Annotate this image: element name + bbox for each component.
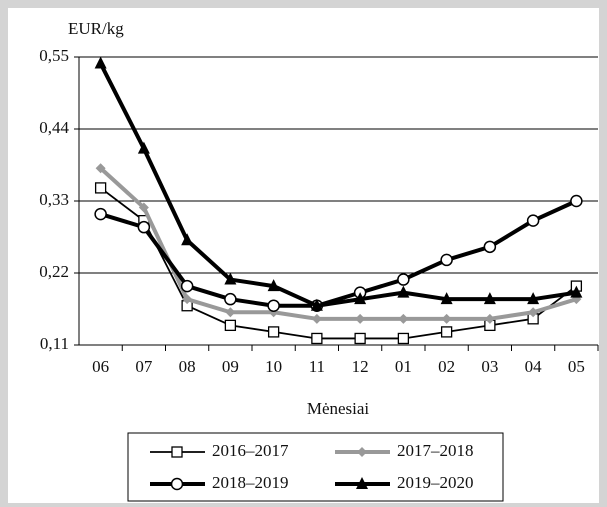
marker	[225, 307, 236, 318]
marker	[354, 292, 367, 305]
marker	[180, 279, 194, 293]
marker	[397, 332, 410, 345]
marker	[397, 285, 410, 298]
y-tick-label: 0,22	[39, 262, 69, 281]
marker	[224, 272, 237, 285]
marker	[528, 307, 539, 318]
x-tick-label: 12	[352, 357, 369, 376]
legend-label: 2017–2018	[397, 441, 474, 460]
x-axis-title: Mėnesiai	[307, 399, 370, 418]
y-tick-label: 0,55	[39, 46, 69, 65]
marker	[398, 313, 409, 324]
marker	[441, 313, 452, 324]
x-tick-label: 08	[179, 357, 196, 376]
legend-marker	[170, 477, 184, 491]
marker	[570, 285, 583, 298]
legend-marker	[171, 446, 183, 458]
marker	[440, 253, 453, 267]
x-tick-label: 09	[222, 357, 239, 376]
marker	[267, 326, 280, 338]
marker	[483, 240, 497, 254]
marker	[181, 233, 194, 246]
legend-label: 2019–2020	[397, 473, 474, 492]
marker	[95, 163, 106, 174]
marker	[440, 292, 453, 305]
x-tick-label: 03	[481, 357, 498, 376]
x-tick-label: 01	[395, 357, 412, 376]
x-tick-label: 02	[438, 357, 455, 376]
marker	[311, 313, 322, 324]
marker	[570, 194, 583, 208]
y-axis-title: EUR/kg	[68, 19, 124, 38]
legend-box	[127, 432, 504, 502]
marker	[440, 326, 453, 338]
marker	[94, 56, 107, 69]
legend-label: 2016–2017	[212, 441, 289, 460]
x-tick-label: 10	[265, 357, 282, 376]
marker	[224, 319, 237, 332]
x-tick-label: 05	[568, 357, 585, 376]
marker	[526, 214, 540, 227]
marker	[354, 332, 366, 345]
marker	[483, 292, 496, 305]
marker	[484, 313, 495, 324]
series-line	[99, 166, 577, 321]
marker	[397, 273, 410, 286]
marker	[267, 279, 280, 292]
marker	[311, 332, 323, 345]
marker	[310, 298, 323, 311]
series-line	[98, 62, 577, 308]
x-tick-label: 06	[92, 357, 109, 376]
marker	[137, 141, 150, 154]
x-tick-label: 07	[135, 357, 153, 376]
marker	[527, 292, 540, 305]
x-tick-label: 04	[525, 357, 543, 376]
marker	[355, 313, 366, 324]
series-line	[100, 187, 577, 340]
y-tick-label: 0,33	[39, 190, 69, 209]
marker	[224, 292, 237, 306]
marker	[182, 294, 193, 305]
legend-marker	[357, 447, 367, 457]
marker	[138, 202, 149, 213]
x-tick-label: 11	[309, 357, 325, 376]
marker	[94, 207, 107, 221]
marker	[94, 182, 107, 194]
y-tick-label: 0,11	[40, 334, 69, 353]
marker	[267, 299, 280, 312]
y-tick-label: 0,44	[39, 118, 69, 137]
series-line	[100, 199, 578, 308]
marker	[137, 220, 151, 234]
legend-marker	[356, 477, 368, 489]
legend-label: 2018–2019	[212, 473, 289, 492]
